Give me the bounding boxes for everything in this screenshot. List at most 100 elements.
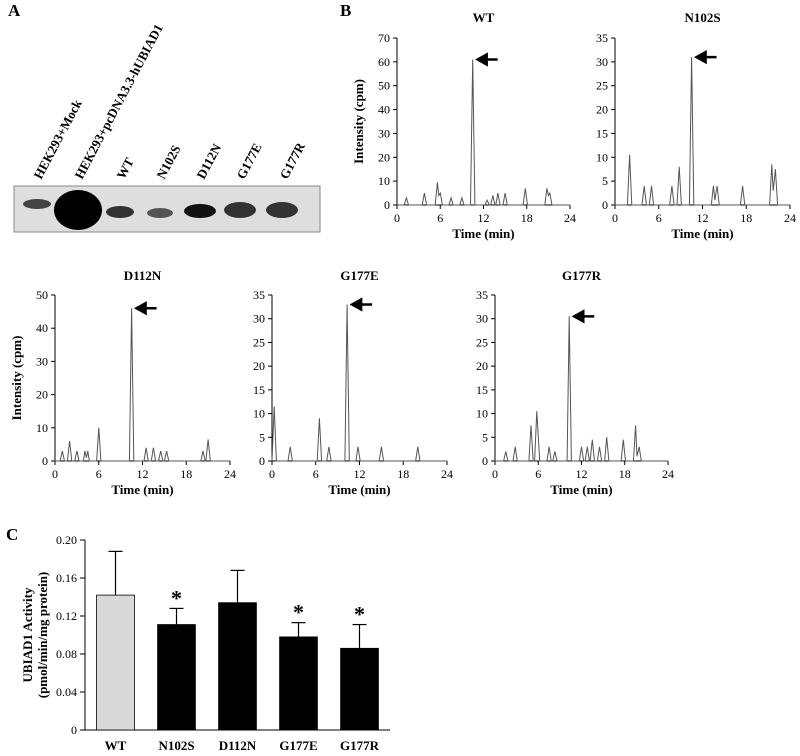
x-tick-label: 18 bbox=[397, 467, 409, 481]
x-axis-label: Time (min) bbox=[550, 482, 612, 497]
y-tick-label: 0 bbox=[71, 723, 77, 737]
y-tick-label: 30 bbox=[378, 126, 390, 140]
y-tick-label: 35 bbox=[476, 288, 488, 302]
blot-band bbox=[106, 206, 134, 218]
y-tick-label: 10 bbox=[596, 150, 608, 164]
x-tick-label: 12 bbox=[697, 211, 709, 225]
y-tick-label: 5 bbox=[602, 174, 608, 188]
chromatogram-line bbox=[271, 304, 447, 462]
x-tick-label: 0 bbox=[269, 467, 275, 481]
y-tick-label: 70 bbox=[378, 31, 390, 45]
bar bbox=[218, 602, 257, 731]
x-tick-label: 24 bbox=[224, 467, 236, 481]
lane-label: G177R bbox=[276, 139, 308, 181]
y-tick-label: 0 bbox=[42, 454, 48, 468]
y-tick-label: 0.16 bbox=[56, 571, 77, 585]
y-axis-label: Intensity (cpm) bbox=[9, 336, 24, 421]
x-tick-label: 18 bbox=[521, 211, 533, 225]
lane-label: HEK293+pcDNA3.3-hUBIAD1 bbox=[71, 21, 166, 181]
blot-band bbox=[224, 202, 256, 218]
western-blot bbox=[13, 185, 321, 233]
y-tick-label: 0 bbox=[259, 454, 265, 468]
x-tick-label: 18 bbox=[180, 467, 192, 481]
y-tick-label: 20 bbox=[36, 388, 48, 402]
y-tick-label: 0.12 bbox=[56, 609, 77, 623]
x-tick-label: 18 bbox=[619, 467, 631, 481]
y-tick-label: 35 bbox=[253, 288, 265, 302]
x-axis-label: Time (min) bbox=[452, 226, 514, 241]
lane-label: G177E bbox=[233, 141, 264, 182]
x-axis-label: Time (min) bbox=[328, 482, 390, 497]
chart-title: G177E bbox=[340, 268, 378, 283]
blot-band bbox=[54, 190, 102, 230]
y-tick-label: 10 bbox=[476, 407, 488, 421]
x-tick-label: 24 bbox=[441, 467, 453, 481]
blot-band bbox=[184, 204, 216, 218]
y-tick-label: 0.08 bbox=[56, 647, 77, 661]
x-tick-label: 12 bbox=[354, 467, 366, 481]
panel-label: A bbox=[8, 1, 21, 20]
bar bbox=[279, 636, 318, 731]
y-tick-label: 0 bbox=[384, 198, 390, 212]
blot-band bbox=[147, 208, 173, 218]
x-tick-label: 12 bbox=[576, 467, 588, 481]
x-tick-label: 6 bbox=[437, 211, 443, 225]
y-tick-label: 50 bbox=[36, 288, 48, 302]
significance-marker: * bbox=[293, 600, 304, 625]
y-tick-label: 15 bbox=[476, 383, 488, 397]
y-tick-label: 40 bbox=[378, 103, 390, 117]
x-axis-label: Time (min) bbox=[111, 482, 173, 497]
x-tick-label: 24 bbox=[564, 211, 576, 225]
y-axis-label: Intensity (cpm) bbox=[351, 79, 366, 164]
x-tick-label: G177R bbox=[340, 738, 380, 753]
x-tick-label: 0 bbox=[612, 211, 618, 225]
peak-arrow bbox=[571, 309, 595, 324]
y-tick-label: 15 bbox=[596, 126, 608, 140]
y-axis-label: UBIAD1 Activity bbox=[20, 587, 35, 682]
x-tick-label: 6 bbox=[535, 467, 541, 481]
y-axis-label: (pmol/min/mg protein) bbox=[35, 572, 50, 699]
y-tick-label: 30 bbox=[476, 312, 488, 326]
chromatogram-line bbox=[615, 57, 790, 206]
y-tick-label: 25 bbox=[253, 335, 265, 349]
y-tick-label: 20 bbox=[596, 103, 608, 117]
x-tick-label: D112N bbox=[219, 738, 257, 753]
y-tick-label: 60 bbox=[378, 55, 390, 69]
x-tick-label: 6 bbox=[656, 211, 662, 225]
bar bbox=[157, 624, 196, 731]
peak-arrow bbox=[349, 297, 373, 312]
y-tick-label: 0 bbox=[602, 198, 608, 212]
x-tick-label: 0 bbox=[394, 211, 400, 225]
y-tick-label: 0.04 bbox=[56, 685, 77, 699]
x-tick-label: WT bbox=[105, 738, 127, 753]
y-tick-label: 5 bbox=[259, 430, 265, 444]
y-tick-label: 30 bbox=[36, 354, 48, 368]
y-tick-label: 40 bbox=[36, 321, 48, 335]
x-axis-label: Time (min) bbox=[671, 226, 733, 241]
x-tick-label: 12 bbox=[137, 467, 149, 481]
y-tick-label: 20 bbox=[378, 150, 390, 164]
y-tick-label: 30 bbox=[253, 312, 265, 326]
peak-arrow bbox=[693, 49, 717, 65]
peak-arrow bbox=[475, 52, 498, 67]
y-tick-label: 50 bbox=[378, 79, 390, 93]
y-tick-label: 5 bbox=[482, 430, 488, 444]
y-tick-label: 20 bbox=[253, 359, 265, 373]
panel-label: C bbox=[6, 525, 18, 544]
x-tick-label: 6 bbox=[96, 467, 102, 481]
peak-arrow bbox=[133, 301, 157, 316]
y-tick-label: 10 bbox=[253, 407, 265, 421]
x-tick-label: 6 bbox=[313, 467, 319, 481]
y-tick-label: 15 bbox=[253, 383, 265, 397]
y-tick-label: 20 bbox=[476, 359, 488, 373]
chart-title: N102S bbox=[684, 10, 720, 25]
x-tick-label: 12 bbox=[478, 211, 490, 225]
panel-label: B bbox=[340, 1, 351, 20]
chromatogram-line bbox=[55, 308, 230, 462]
chart-title: WT bbox=[473, 10, 495, 25]
x-tick-label: 24 bbox=[662, 467, 674, 481]
x-tick-label: N102S bbox=[158, 738, 194, 753]
y-tick-label: 10 bbox=[378, 174, 390, 188]
bar bbox=[96, 594, 135, 731]
